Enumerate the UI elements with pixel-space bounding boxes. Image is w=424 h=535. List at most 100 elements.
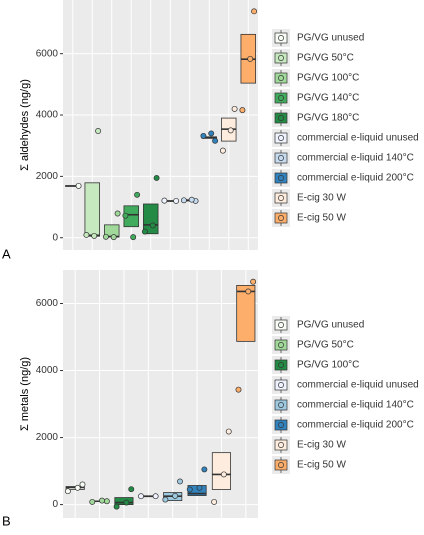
point: [200, 132, 207, 139]
legend-key-point: [278, 155, 284, 161]
point: [130, 234, 137, 241]
legend-key-point: [278, 55, 284, 61]
legend-label: PG/VG 140°C: [297, 93, 359, 104]
legend-label: commercial e-liquid 140°C: [297, 400, 414, 411]
point: [162, 496, 169, 503]
legend-label: E-cig 30 W: [297, 440, 346, 451]
y-tick-label: 2000: [36, 171, 59, 182]
legend-key-point: [278, 462, 284, 468]
point: [201, 466, 208, 473]
y-tick-label: 0: [52, 499, 58, 510]
point: [196, 484, 203, 491]
legend-key-point: [278, 362, 284, 368]
point: [247, 55, 254, 62]
box: [211, 452, 231, 490]
point: [231, 105, 238, 112]
y-tick-label: 4000: [36, 110, 59, 121]
legend-key-point: [278, 95, 284, 101]
point: [95, 128, 102, 134]
point: [219, 147, 226, 154]
point: [91, 232, 98, 239]
point: [177, 478, 183, 485]
point: [128, 486, 135, 493]
point: [173, 197, 180, 204]
legend-key-point: [278, 422, 284, 428]
legend-label: PG/VG 50°C: [297, 340, 354, 351]
panel-label: A: [2, 246, 11, 261]
point: [212, 137, 219, 144]
point: [114, 210, 121, 217]
point: [99, 497, 105, 504]
y-axis-label: Σ aldehydes (ng/g): [19, 79, 31, 171]
point: [122, 212, 129, 219]
legend-label: PG/VG 100°C: [297, 360, 359, 371]
y-axis-label: Σ metals (ng/g): [19, 357, 31, 431]
box: [84, 182, 100, 237]
point: [211, 498, 218, 505]
legend-key-point: [278, 35, 284, 41]
point: [89, 498, 96, 505]
legend-key-point: [278, 195, 284, 201]
point: [149, 222, 156, 229]
legend-label: commercial e-liquid unused: [297, 380, 419, 391]
point: [251, 8, 258, 15]
legend-label: PG/VG unused: [297, 33, 364, 44]
legend-label: PG/VG 180°C: [297, 113, 359, 124]
point: [235, 386, 242, 393]
point: [75, 182, 82, 189]
point: [123, 499, 130, 506]
point: [180, 197, 187, 204]
legend-label: commercial e-liquid 140°C: [297, 153, 414, 164]
point: [208, 130, 215, 137]
point: [220, 471, 227, 478]
point: [102, 233, 109, 240]
legend-key-point: [278, 442, 284, 448]
legend-key-point: [278, 135, 284, 141]
legend-key-point: [278, 215, 284, 221]
point: [64, 488, 71, 495]
legend-label: commercial e-liquid 200°C: [297, 173, 414, 184]
legend-label: E-cig 30 W: [297, 193, 346, 204]
y-tick-label: 0: [52, 232, 58, 243]
panel-label: B: [2, 513, 11, 528]
point: [134, 191, 141, 198]
point: [153, 174, 160, 181]
point: [152, 493, 159, 500]
point: [186, 486, 193, 493]
legend-key-point: [278, 75, 284, 81]
point: [74, 484, 81, 491]
point: [83, 232, 90, 238]
point: [141, 228, 148, 235]
point: [113, 503, 120, 510]
y-tick-label: 2000: [36, 432, 59, 443]
box: [236, 285, 256, 342]
legend-label: commercial e-liquid unused: [297, 133, 419, 144]
legend-label: E-cig 50 W: [297, 213, 346, 224]
point: [225, 428, 232, 435]
legend-key-point: [278, 322, 284, 328]
point: [245, 288, 252, 295]
legend-key-point: [278, 342, 284, 348]
point: [138, 493, 144, 500]
point: [110, 234, 117, 241]
legend-label: PG/VG 50°C: [297, 53, 354, 64]
legend-key-point: [278, 382, 284, 388]
legend-label: PG/VG 100°C: [297, 73, 359, 84]
y-tick-label: 6000: [36, 48, 59, 59]
point: [161, 197, 168, 204]
point: [172, 492, 179, 499]
y-tick-label: 6000: [36, 298, 59, 309]
legend-label: E-cig 50 W: [297, 460, 346, 471]
point: [250, 278, 257, 285]
legend-label: commercial e-liquid 200°C: [297, 420, 414, 431]
legend-label: PG/VG unused: [297, 320, 364, 331]
point: [103, 498, 110, 505]
point: [188, 196, 195, 203]
legend-key-point: [278, 115, 284, 121]
legend-key-point: [278, 175, 284, 181]
legend-key-point: [278, 402, 284, 408]
y-tick-label: 4000: [36, 365, 59, 376]
point: [227, 127, 234, 134]
point: [239, 107, 246, 114]
